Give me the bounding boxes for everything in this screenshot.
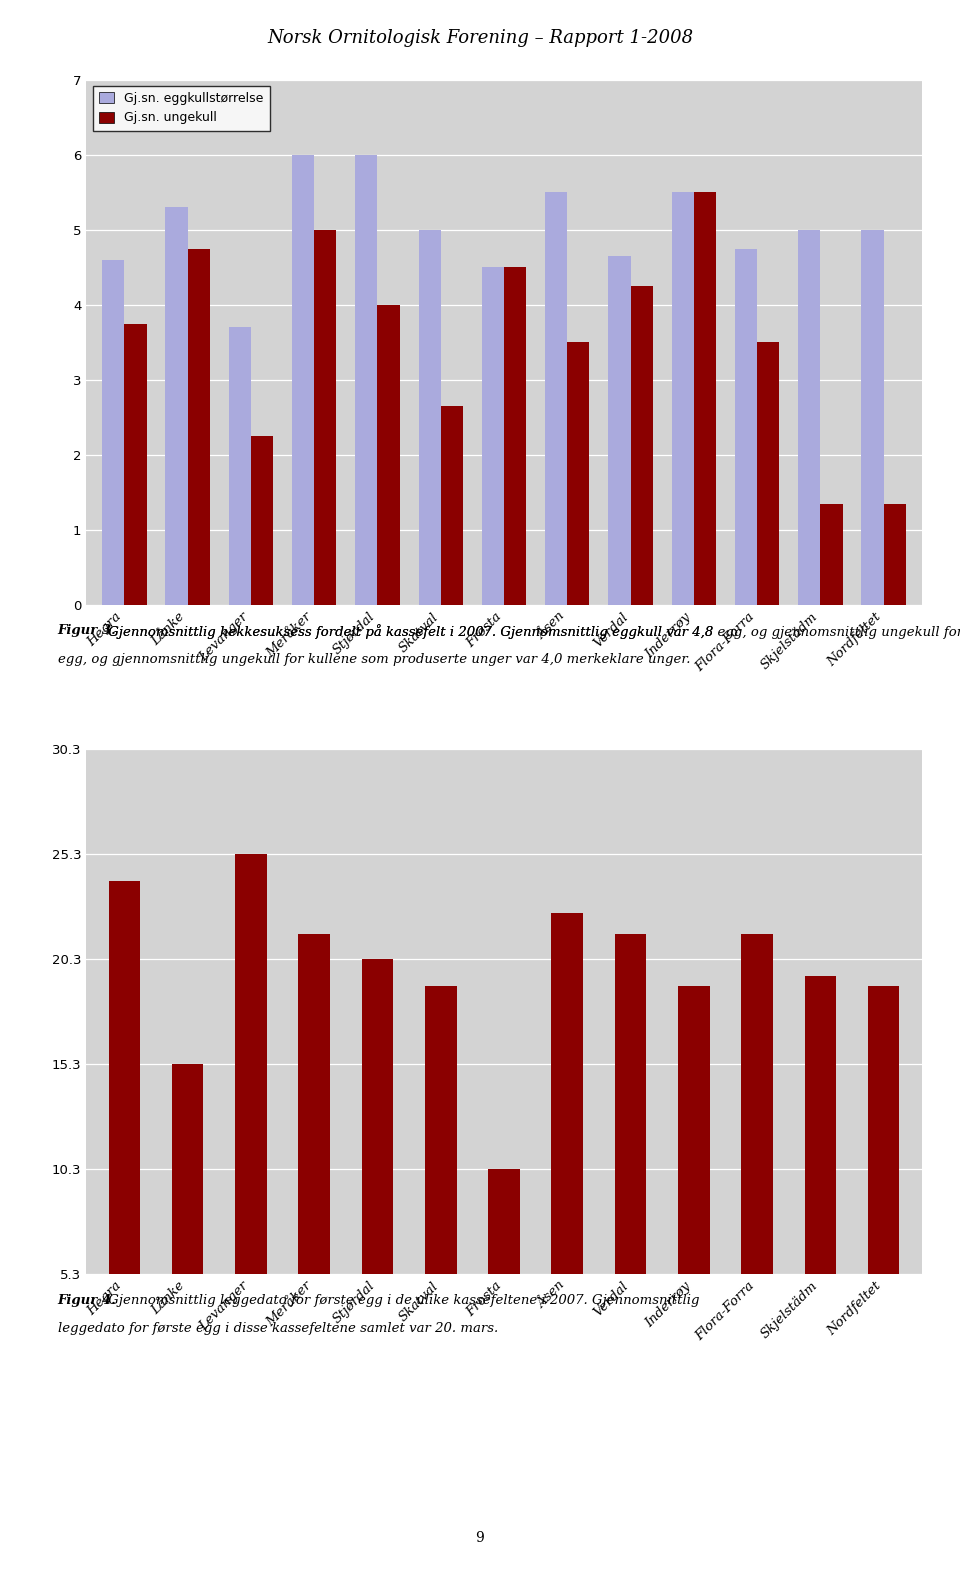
Bar: [314, 229, 336, 605]
Text: Figur 3.: Figur 3.: [58, 624, 116, 637]
Bar: [425, 986, 457, 1386]
Bar: [165, 207, 187, 605]
Bar: [868, 986, 900, 1386]
Text: Figur 4.: Figur 4.: [58, 1294, 116, 1306]
Text: Gjennomsnittlig hekkesuksess fordelt på kassefelt i 2007. Gjennomsnittlig eggkul: Gjennomsnittlig hekkesuksess fordelt på …: [104, 624, 713, 639]
Bar: [482, 268, 504, 605]
Bar: [102, 260, 125, 605]
Bar: [299, 933, 330, 1386]
Bar: [567, 342, 589, 605]
Bar: [172, 1064, 204, 1386]
Text: 9: 9: [475, 1531, 485, 1545]
Bar: [545, 193, 567, 605]
Bar: [798, 229, 821, 605]
Bar: [187, 249, 210, 605]
Bar: [441, 406, 463, 605]
Bar: [504, 268, 526, 605]
Text: Gjennomsnittlig leggedato for første egg i de ulike kassefeltene i 2007. Gjennom: Gjennomsnittlig leggedato for første egg…: [104, 1294, 699, 1306]
Bar: [235, 854, 267, 1386]
Bar: [694, 193, 716, 605]
Bar: [551, 913, 583, 1386]
Text: Norsk Ornitologisk Forening – Rapport 1-2008: Norsk Ornitologisk Forening – Rapport 1-…: [267, 29, 693, 46]
Bar: [292, 155, 314, 605]
Bar: [362, 959, 394, 1386]
Bar: [489, 1169, 519, 1386]
Bar: [883, 503, 906, 605]
Bar: [108, 881, 140, 1386]
Bar: [672, 193, 694, 605]
Text: egg, og gjennomsnittlig ungekull for kullene som produserte unger var 4,0 merkek: egg, og gjennomsnittlig ungekull for kul…: [58, 653, 690, 666]
Bar: [804, 977, 836, 1386]
Bar: [741, 933, 773, 1386]
Bar: [735, 249, 757, 605]
Bar: [419, 229, 441, 605]
Bar: [251, 436, 273, 605]
Bar: [614, 933, 646, 1386]
Bar: [228, 328, 251, 605]
Bar: [757, 342, 780, 605]
Bar: [609, 256, 631, 605]
Text: Gjennomsnittlig hekkesuksess fordelt på kassefelt i 2007. Gjennomsnittlig eggkul: Gjennomsnittlig hekkesuksess fordelt på …: [104, 624, 960, 639]
Bar: [355, 155, 377, 605]
Text: leggedato for første egg i disse kassefeltene samlet var 20. mars.: leggedato for første egg i disse kassefe…: [58, 1322, 498, 1335]
Bar: [125, 323, 147, 605]
Bar: [821, 503, 843, 605]
Bar: [861, 229, 883, 605]
Bar: [631, 287, 653, 605]
Bar: [678, 986, 709, 1386]
Legend: Gj.sn. eggkullstørrelse, Gj.sn. ungekull: Gj.sn. eggkullstørrelse, Gj.sn. ungekull: [93, 86, 270, 131]
Bar: [377, 304, 399, 605]
